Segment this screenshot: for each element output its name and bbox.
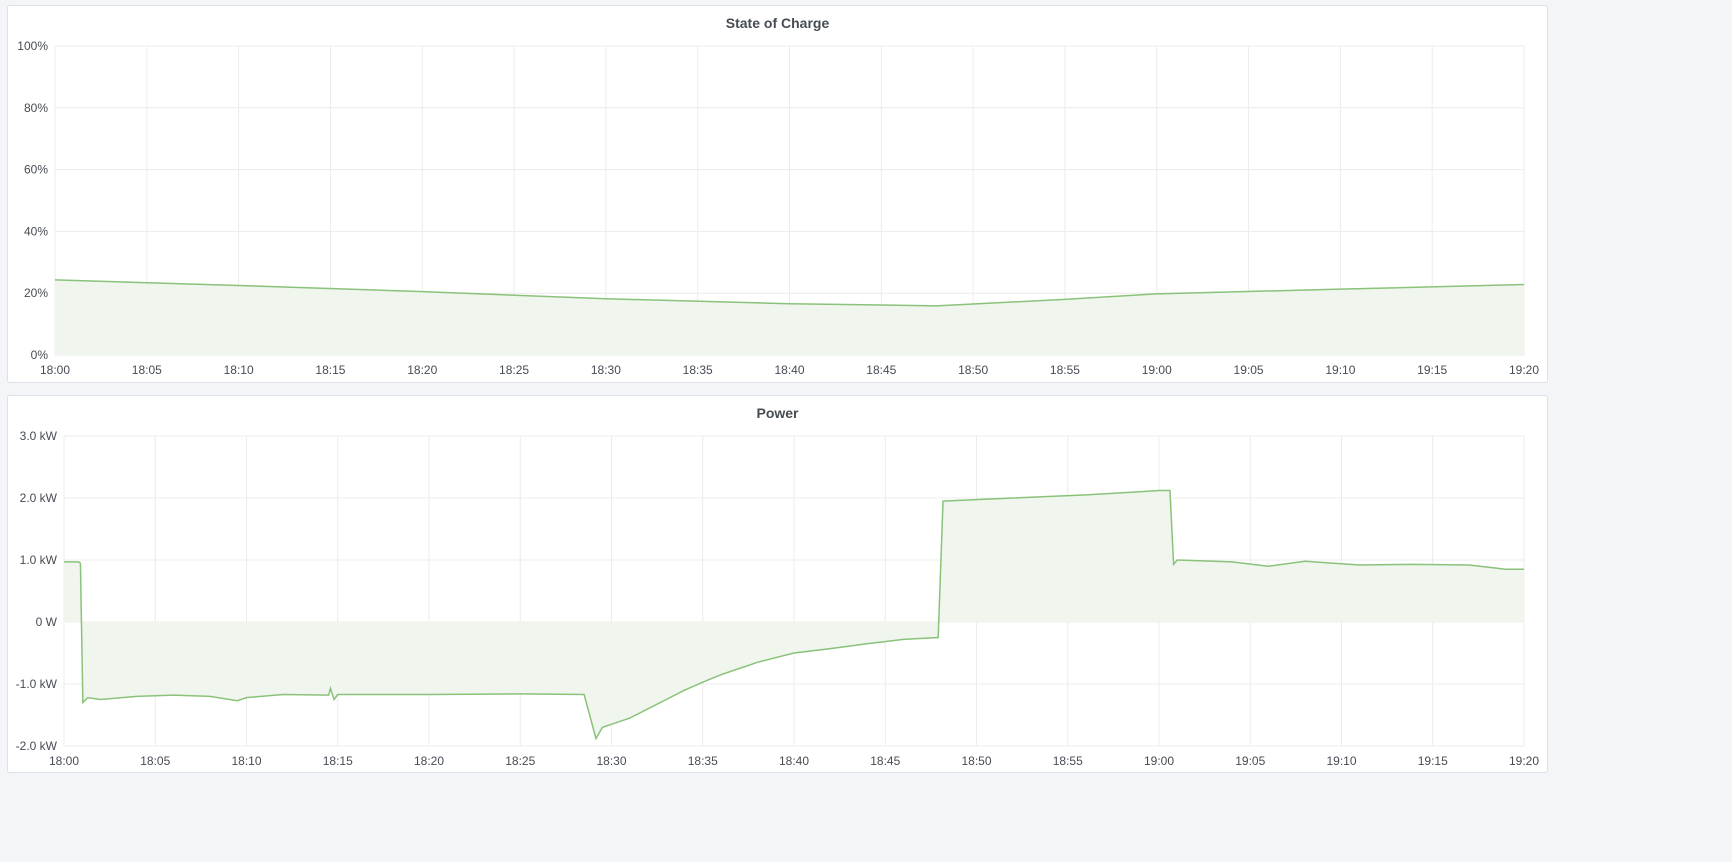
x-tick-label: 18:15 <box>323 754 353 768</box>
x-tick-label: 18:00 <box>49 754 79 768</box>
x-tick-label: 19:20 <box>1509 754 1539 768</box>
x-tick-label: 19:00 <box>1144 754 1174 768</box>
x-tick-label: 18:55 <box>1053 754 1083 768</box>
x-tick-label: 19:05 <box>1235 754 1265 768</box>
x-tick-label: 19:05 <box>1234 363 1264 377</box>
y-tick-label: 100% <box>17 39 48 53</box>
x-tick-label: 18:10 <box>224 363 254 377</box>
x-tick-label: 18:40 <box>774 363 804 377</box>
series-area <box>64 490 1524 739</box>
y-tick-label: 40% <box>24 224 48 238</box>
y-tick-label: 0% <box>31 348 49 362</box>
panel-title[interactable]: State of Charge <box>725 15 830 31</box>
y-tick-label: 3.0 kW <box>20 429 58 443</box>
power-chart: -2.0 kW -1.0 kW 0 W 1.0 kW 2.0 kW 3.0 kW 18:00… <box>16 429 1540 768</box>
y-tick-label: 0 W <box>36 615 58 629</box>
x-tick-label: 18:25 <box>499 363 529 377</box>
x-tick-label: 18:25 <box>505 754 535 768</box>
x-tick-label: 19:20 <box>1509 363 1539 377</box>
panel-title[interactable]: Power <box>756 405 799 421</box>
y-tick-label: 2.0 kW <box>20 491 58 505</box>
x-tick-label: 18:45 <box>870 754 900 768</box>
x-tick-label: 18:30 <box>596 754 626 768</box>
x-tick-label: 18:05 <box>140 754 170 768</box>
x-tick-label: 18:20 <box>414 754 444 768</box>
y-tick-label: -1.0 kW <box>16 677 58 691</box>
series-line <box>64 489 1524 741</box>
y-tick-label: 60% <box>24 163 48 177</box>
x-tick-label: 18:50 <box>961 754 991 768</box>
x-tick-label: 18:35 <box>683 363 713 377</box>
x-tick-label: 18:15 <box>315 363 345 377</box>
y-tick-label: 80% <box>24 101 48 115</box>
state-of-charge-panel: State of Charge 0% 20% 40% 60% 80% 100% 18:00 1… <box>7 5 1548 383</box>
x-tick-label: 18:35 <box>688 754 718 768</box>
x-tick-label: 19:15 <box>1418 754 1448 768</box>
x-tick-label: 19:00 <box>1142 363 1172 377</box>
state-of-charge-chart: 0% 20% 40% 60% 80% 100% 18:00 18:05 18:10 18:15 18… <box>17 39 1539 377</box>
y-tick-label: -2.0 kW <box>16 739 58 753</box>
x-tick-label: 18:40 <box>779 754 809 768</box>
x-tick-label: 19:10 <box>1326 754 1356 768</box>
x-tick-label: 18:45 <box>866 363 896 377</box>
x-tick-label: 19:10 <box>1325 363 1355 377</box>
x-tick-label: 18:05 <box>132 363 162 377</box>
series-line <box>54 279 1525 307</box>
x-tick-label: 18:10 <box>231 754 261 768</box>
x-tick-label: 18:55 <box>1050 363 1080 377</box>
x-tick-label: 19:15 <box>1417 363 1447 377</box>
x-tick-label: 18:30 <box>591 363 621 377</box>
x-tick-label: 18:20 <box>407 363 437 377</box>
power-panel: Power -2.0 kW -1.0 kW 0 W 1.0 kW 2.0 kW 3.0 k… <box>7 395 1548 773</box>
x-tick-label: 18:00 <box>40 363 70 377</box>
y-tick-label: 1.0 kW <box>20 553 58 567</box>
series-area <box>55 279 1524 355</box>
x-tick-label: 18:50 <box>958 363 988 377</box>
y-tick-label: 20% <box>24 286 48 300</box>
